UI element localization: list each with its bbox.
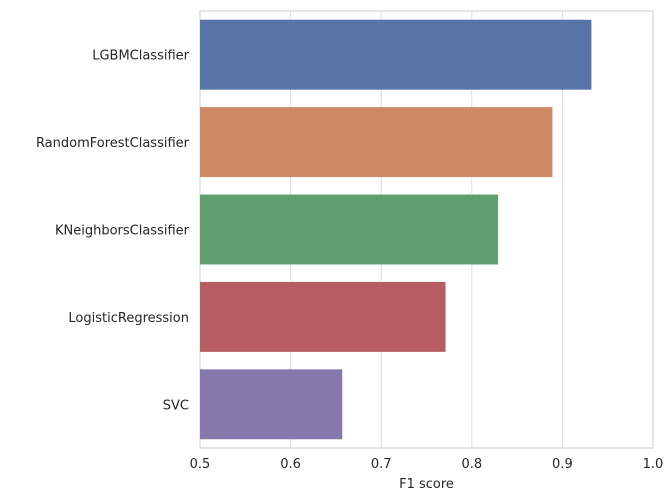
category-label: SVC [163,398,189,413]
category-label: LGBMClassifier [92,49,189,64]
x-tick-labels: 0.5 0.6 0.7 0.8 0.9 1.0 [190,457,664,472]
category-label: LogisticRegression [68,311,189,326]
x-tick-label: 0.7 [371,457,392,472]
bar-SVC [200,369,343,440]
bar-LGBMClassifier [200,19,592,90]
x-tick-label: 1.0 [643,457,664,472]
bar-LogisticRegression [200,281,446,352]
x-tick-label: 0.6 [280,457,301,472]
category-label: KNeighborsClassifier [55,224,190,239]
x-tick-label: 0.5 [190,457,211,472]
bars [200,19,592,440]
x-tick-label: 0.8 [461,457,482,472]
x-axis-label: F1 score [399,477,454,490]
category-label: RandomForestClassifier [36,136,190,151]
bar-KNeighborsClassifier [200,194,499,265]
bar-RandomForestClassifier [200,107,553,178]
category-labels: LGBMClassifier RandomForestClassifier KNei… [36,49,190,414]
x-tick-label: 0.9 [552,457,573,472]
